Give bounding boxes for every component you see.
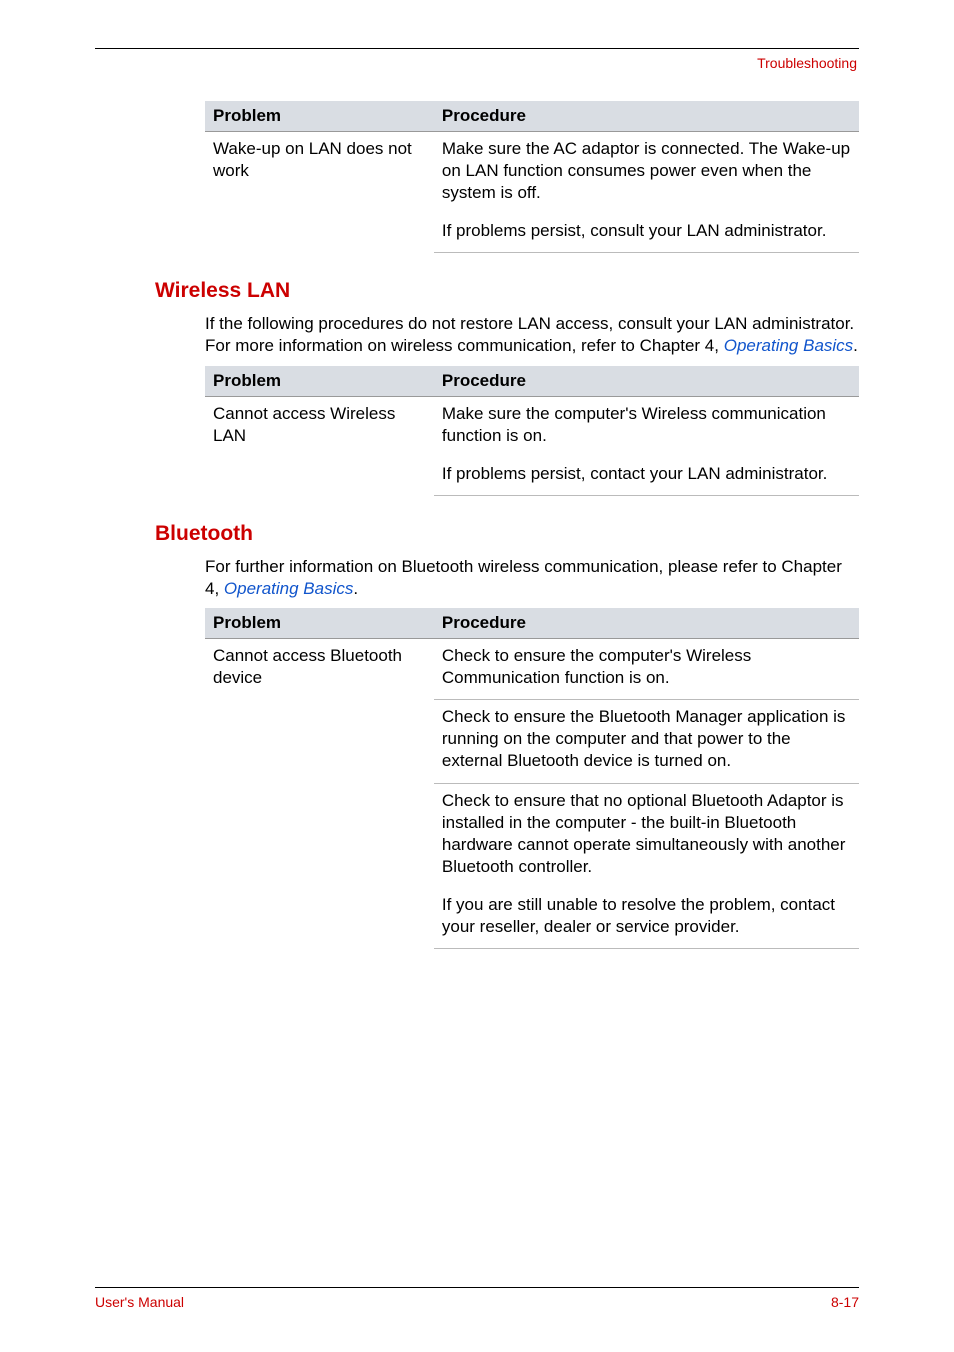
section-title-wireless-lan: Wireless LAN: [155, 279, 859, 303]
section-intro: For further information on Bluetooth wir…: [205, 556, 859, 600]
table-wireless-lan: Problem Procedure Cannot access Wireless…: [205, 366, 859, 496]
procedure-cell: Check to ensure that no optional Bluetoo…: [434, 783, 859, 888]
problem-cell: Wake-up on LAN does not work: [205, 132, 434, 253]
table-wake-on-lan: Problem Procedure Wake-up on LAN does no…: [205, 101, 859, 253]
intro-text-end: .: [353, 579, 358, 598]
operating-basics-link[interactable]: Operating Basics: [724, 336, 853, 355]
problem-cell: Cannot access Bluetooth device: [205, 639, 434, 949]
section-intro: If the following procedures do not resto…: [205, 313, 859, 357]
table-header-procedure: Procedure: [434, 101, 859, 132]
operating-basics-link[interactable]: Operating Basics: [224, 579, 353, 598]
footer-page-number: 8-17: [831, 1294, 859, 1310]
table-header-problem: Problem: [205, 366, 434, 397]
header-section: Troubleshooting: [757, 55, 859, 71]
procedure-cell: Check to ensure the Bluetooth Manager ap…: [434, 700, 859, 783]
procedure-cell: If you are still unable to resolve the p…: [434, 888, 859, 949]
table-header-procedure: Procedure: [434, 608, 859, 639]
table-bluetooth: Problem Procedure Cannot access Bluetoot…: [205, 608, 859, 949]
intro-text-end: .: [853, 336, 858, 355]
procedure-cell: Make sure the AC adaptor is connected. T…: [434, 132, 859, 215]
procedure-cell: Check to ensure the computer's Wireless …: [434, 639, 859, 700]
procedure-cell: If problems persist, consult your LAN ad…: [434, 214, 859, 253]
footer-manual-label: User's Manual: [95, 1294, 184, 1310]
table-header-problem: Problem: [205, 608, 434, 639]
problem-cell: Cannot access Wireless LAN: [205, 396, 434, 495]
section-title-bluetooth: Bluetooth: [155, 522, 859, 546]
procedure-cell: If problems persist, contact your LAN ad…: [434, 457, 859, 496]
table-header-problem: Problem: [205, 101, 434, 132]
procedure-cell: Make sure the computer's Wireless commun…: [434, 396, 859, 457]
table-header-procedure: Procedure: [434, 366, 859, 397]
